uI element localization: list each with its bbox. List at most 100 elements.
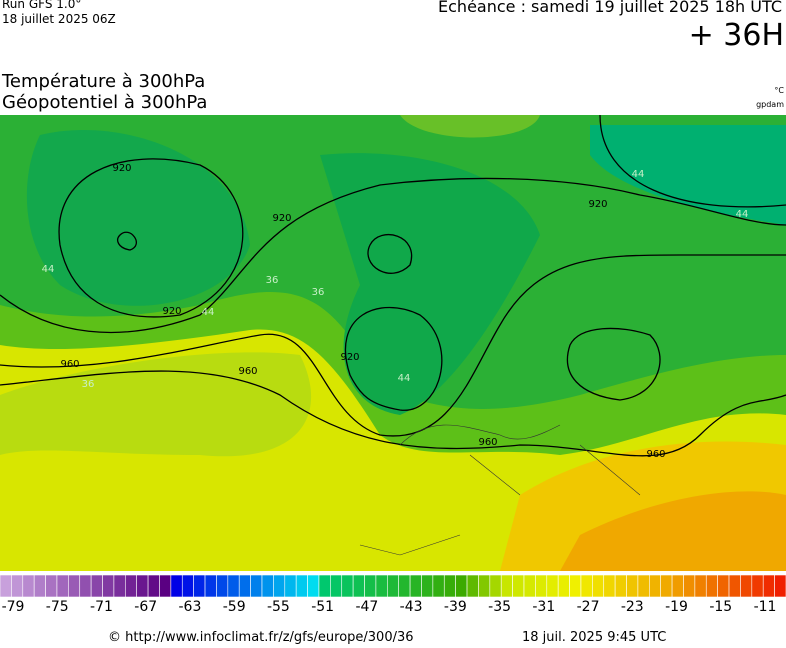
colorbar-cell bbox=[204, 574, 217, 598]
contour-label: 920 bbox=[162, 306, 181, 317]
colorbar-cell bbox=[740, 574, 753, 598]
contour-label: 36 bbox=[82, 379, 95, 390]
colorbar-cell bbox=[421, 574, 434, 598]
colorbar-cell bbox=[535, 574, 548, 598]
contour-label: 44 bbox=[736, 209, 749, 220]
colorbar-cell bbox=[717, 574, 730, 598]
colorbar-cell bbox=[626, 574, 639, 598]
colorbar-label: -79 bbox=[1, 599, 25, 615]
colorbar-cell bbox=[671, 574, 684, 598]
colorbar-cell bbox=[478, 574, 491, 598]
lead-time: + 36H bbox=[688, 18, 784, 53]
colorbar-cell bbox=[592, 574, 605, 598]
colorbar bbox=[0, 574, 786, 598]
colorbar-cell bbox=[216, 574, 229, 598]
colorbar-cell bbox=[375, 574, 388, 598]
colorbar-label: -43 bbox=[399, 599, 423, 615]
contour-label: 960 bbox=[478, 437, 497, 448]
contour-label: 960 bbox=[646, 449, 665, 460]
colorbar-cell bbox=[79, 574, 92, 598]
map: 920 920 920 920 920 960 960 960 960 44 44 44 44 44 36 3… bbox=[0, 115, 786, 571]
colorbar-cell bbox=[102, 574, 115, 598]
colorbar-cell bbox=[159, 574, 172, 598]
colorbar-cell bbox=[387, 574, 399, 598]
colorbar-cell bbox=[500, 574, 513, 598]
contour-label: 36 bbox=[266, 275, 279, 286]
colorbar-cell bbox=[649, 574, 661, 598]
contour-label: 960 bbox=[60, 359, 79, 370]
colorbar-cell bbox=[512, 574, 525, 598]
unit-temp: °C bbox=[774, 86, 784, 95]
colorbar-cell bbox=[637, 574, 650, 598]
contour-label: 44 bbox=[42, 264, 55, 275]
contour-label: 44 bbox=[632, 169, 645, 180]
title-geo: Géopotentiel à 300hPa bbox=[2, 92, 208, 113]
colorbar-cell bbox=[284, 574, 297, 598]
colorbar-cell bbox=[751, 574, 764, 598]
colorbar-cell bbox=[56, 574, 69, 598]
colorbar-cell bbox=[181, 574, 194, 598]
colorbar-cell bbox=[68, 574, 81, 598]
colorbar-label: -35 bbox=[488, 599, 512, 615]
colorbar-cell bbox=[330, 574, 343, 598]
contour-label: 920 bbox=[112, 163, 131, 174]
colorbar-cell bbox=[489, 574, 502, 598]
contour-label: 44 bbox=[202, 307, 215, 318]
colorbar-cell bbox=[603, 574, 616, 598]
colorbar-cell bbox=[546, 574, 559, 598]
colorbar-cell bbox=[33, 574, 46, 598]
colorbar-cell bbox=[193, 574, 206, 598]
colorbar-label: -39 bbox=[443, 599, 467, 615]
contour-label: 920 bbox=[340, 352, 359, 363]
colorbar-cell bbox=[705, 574, 718, 598]
colorbar-label: -55 bbox=[266, 599, 290, 615]
colorbar-cell bbox=[364, 574, 377, 598]
colorbar-label: -11 bbox=[753, 599, 777, 615]
colorbar-cell bbox=[113, 574, 126, 598]
colorbar-label: -47 bbox=[355, 599, 379, 615]
colorbar-label: -15 bbox=[709, 599, 733, 615]
colorbar-label: -31 bbox=[532, 599, 556, 615]
colorbar-cell bbox=[318, 574, 331, 598]
contour-label: 44 bbox=[398, 373, 411, 384]
colorbar-cell bbox=[136, 574, 149, 598]
footer-date: 18 juil. 2025 9:45 UTC bbox=[522, 630, 667, 645]
colorbar-label: -19 bbox=[665, 599, 688, 615]
colorbar-cell bbox=[0, 574, 12, 598]
colorbar-label: -23 bbox=[620, 599, 644, 615]
colorbar-label: -63 bbox=[178, 599, 202, 615]
colorbar-cell bbox=[432, 574, 445, 598]
colorbar-cell bbox=[170, 574, 183, 598]
contour-label: 36 bbox=[312, 287, 325, 298]
contour-label: 920 bbox=[588, 199, 607, 210]
colorbar-cell bbox=[569, 574, 582, 598]
contour-label: 920 bbox=[272, 213, 291, 224]
colorbar-cell bbox=[398, 574, 411, 598]
colorbar-cell bbox=[557, 574, 570, 598]
colorbar-cell bbox=[295, 574, 308, 598]
colorbar-cell bbox=[11, 574, 24, 598]
colorbar-cell bbox=[660, 574, 673, 598]
colorbar-cell bbox=[523, 574, 536, 598]
colorbar-cell bbox=[341, 574, 354, 598]
colorbar-cell bbox=[352, 574, 365, 598]
colorbar-label: -27 bbox=[576, 599, 600, 615]
colorbar-cell bbox=[238, 574, 251, 598]
colorbar-cell bbox=[307, 574, 320, 598]
colorbar-cell bbox=[774, 574, 786, 598]
echeance: Echéance : samedi 19 juillet 2025 18h UT… bbox=[438, 0, 782, 16]
colorbar-cell bbox=[250, 574, 263, 598]
colorbar-cell bbox=[227, 574, 240, 598]
run-label: Run GFS 1.0° bbox=[2, 0, 82, 11]
colorbar-label: -71 bbox=[90, 599, 113, 615]
run-date: 18 juillet 2025 06Z bbox=[2, 12, 116, 26]
contour-label: 960 bbox=[238, 366, 257, 377]
colorbar-cell bbox=[261, 574, 274, 598]
colorbar-label: -59 bbox=[222, 599, 246, 615]
colorbar-label: -75 bbox=[45, 599, 69, 615]
colorbar-label: -51 bbox=[311, 599, 335, 615]
colorbar-label: -67 bbox=[134, 599, 158, 615]
colorbar-cell bbox=[273, 574, 286, 598]
colorbar-cell bbox=[443, 574, 456, 598]
